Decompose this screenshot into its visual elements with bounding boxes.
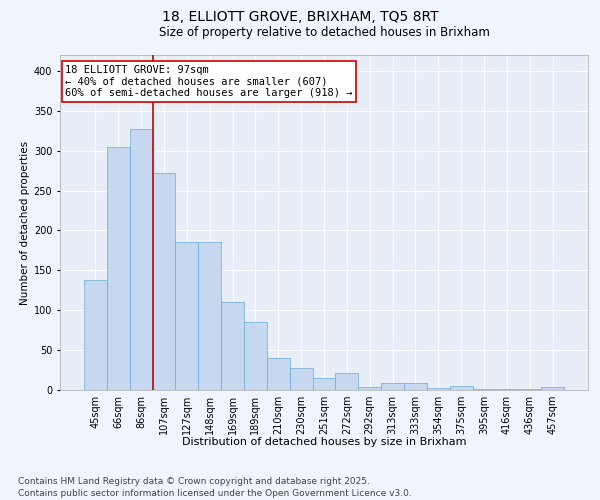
Bar xyxy=(313,378,335,390)
Bar xyxy=(152,173,175,390)
Bar xyxy=(381,383,404,390)
Text: 18, ELLIOTT GROVE, BRIXHAM, TQ5 8RT: 18, ELLIOTT GROVE, BRIXHAM, TQ5 8RT xyxy=(161,10,439,24)
Bar xyxy=(84,280,107,390)
Text: Contains HM Land Registry data © Crown copyright and database right 2025.
Contai: Contains HM Land Registry data © Crown c… xyxy=(18,476,412,498)
Bar xyxy=(427,388,450,390)
Bar xyxy=(107,146,130,390)
Bar xyxy=(496,389,518,390)
Bar xyxy=(541,387,564,390)
Bar xyxy=(267,358,290,390)
Bar xyxy=(221,302,244,390)
Bar xyxy=(358,387,381,390)
Text: 18 ELLIOTT GROVE: 97sqm
← 40% of detached houses are smaller (607)
60% of semi-d: 18 ELLIOTT GROVE: 97sqm ← 40% of detache… xyxy=(65,65,353,98)
Bar xyxy=(244,322,267,390)
Bar xyxy=(175,242,198,390)
Bar xyxy=(335,373,358,390)
Bar xyxy=(198,242,221,390)
Bar xyxy=(290,368,313,390)
Bar xyxy=(450,386,473,390)
X-axis label: Distribution of detached houses by size in Brixham: Distribution of detached houses by size … xyxy=(182,437,466,447)
Bar xyxy=(518,389,541,390)
Title: Size of property relative to detached houses in Brixham: Size of property relative to detached ho… xyxy=(158,26,490,38)
Bar xyxy=(473,389,496,390)
Y-axis label: Number of detached properties: Number of detached properties xyxy=(20,140,29,304)
Bar xyxy=(404,383,427,390)
Bar xyxy=(130,129,152,390)
